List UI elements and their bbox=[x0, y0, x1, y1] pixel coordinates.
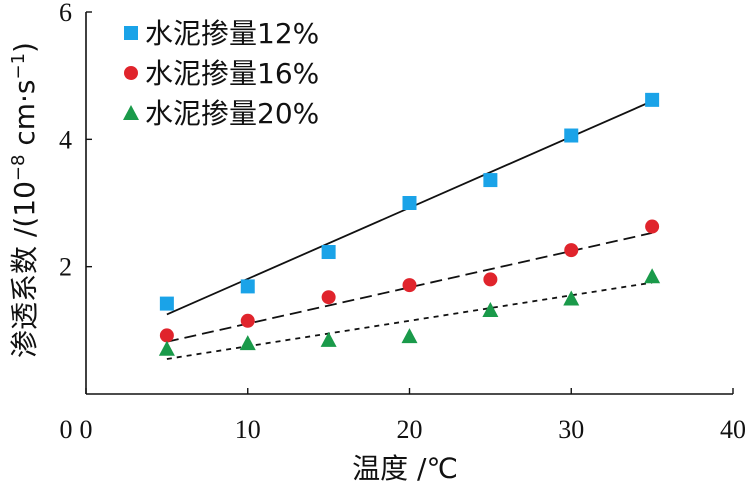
legend-label-1: 水泥掺量12% bbox=[145, 17, 319, 50]
data-point-series-3 bbox=[644, 268, 661, 284]
data-point-series-3 bbox=[239, 335, 256, 351]
legend-label-3: 水泥掺量20% bbox=[145, 97, 319, 130]
data-point-series-2 bbox=[159, 328, 174, 343]
data-point-series-3 bbox=[563, 290, 580, 306]
legend-marker-3 bbox=[123, 105, 139, 120]
fit-line-series-3 bbox=[166, 281, 653, 360]
data-point-series-2 bbox=[564, 243, 579, 258]
data-point-series-1 bbox=[645, 92, 660, 107]
data-point-series-2 bbox=[483, 272, 498, 287]
data-point-series-2 bbox=[240, 313, 255, 328]
legend-label-2: 水泥掺量16% bbox=[145, 57, 319, 90]
origin-tick-label: 0 bbox=[60, 415, 73, 444]
x-tick-label: 0 bbox=[80, 415, 93, 444]
fit-lines bbox=[166, 100, 653, 360]
data-points bbox=[158, 92, 661, 356]
x-tick-label: 40 bbox=[720, 415, 746, 444]
legend-marker-2 bbox=[124, 66, 138, 80]
data-point-series-1 bbox=[483, 173, 498, 188]
legend-marker-1 bbox=[124, 26, 138, 40]
data-point-series-3 bbox=[401, 328, 418, 344]
data-point-series-3 bbox=[158, 340, 175, 356]
legend: 水泥掺量12% 水泥掺量16% 水泥掺量20% bbox=[123, 17, 319, 130]
y-tick-label: 2 bbox=[59, 253, 72, 282]
data-point-series-1 bbox=[159, 296, 174, 311]
data-point-series-1 bbox=[321, 245, 336, 260]
y-axis-label: 渗透系数 /(10−8 cm·s−1) bbox=[8, 42, 41, 358]
x-tick-label: 30 bbox=[558, 415, 584, 444]
axes: 0 10 20 30 40 2 4 6 0 bbox=[59, 0, 746, 444]
data-point-series-1 bbox=[402, 196, 417, 210]
data-point-series-2 bbox=[645, 219, 660, 234]
x-tick-label: 10 bbox=[235, 415, 261, 444]
y-tick-label: 4 bbox=[59, 125, 72, 154]
data-point-series-2 bbox=[321, 290, 336, 305]
data-point-series-2 bbox=[402, 278, 417, 293]
x-tick-label: 20 bbox=[397, 415, 423, 444]
data-point-series-3 bbox=[482, 301, 499, 317]
data-point-series-1 bbox=[564, 128, 579, 143]
y-tick-label: 6 bbox=[59, 0, 72, 27]
data-point-series-1 bbox=[240, 279, 255, 294]
x-axis-label: 温度 /℃ bbox=[352, 452, 458, 485]
data-point-series-3 bbox=[320, 331, 337, 347]
